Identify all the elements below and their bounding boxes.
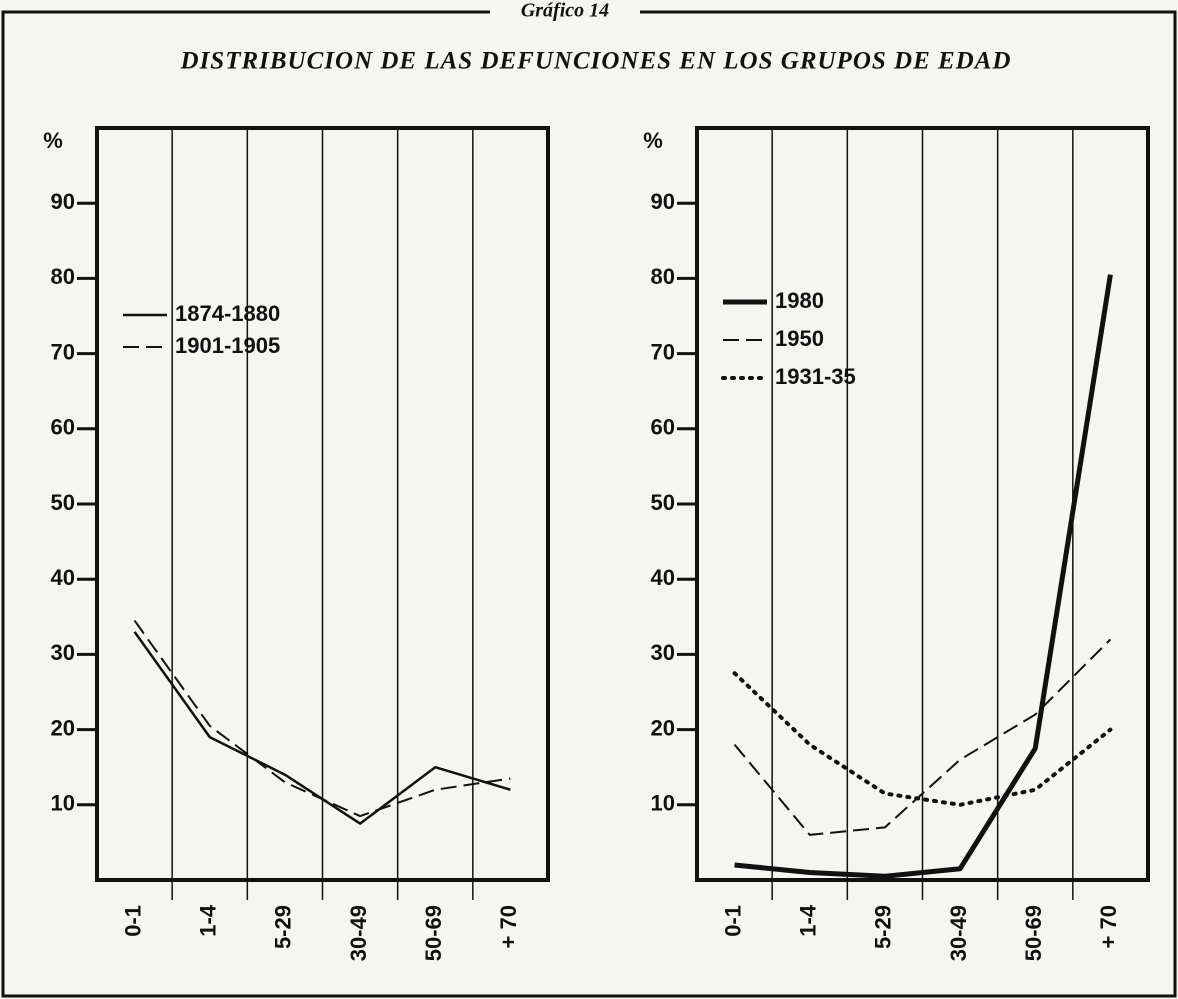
y-tick-label: 80 (51, 264, 75, 289)
y-tick-label: 30 (51, 640, 75, 665)
legend-label: 1901-1905 (175, 333, 280, 358)
x-tick-label: 5-29 (871, 905, 896, 949)
y-tick-label: 90 (51, 189, 75, 214)
y-axis-label: % (643, 128, 663, 153)
y-tick-label: 80 (651, 264, 675, 289)
y-tick-label: 10 (51, 791, 75, 816)
frame (1, 10, 1177, 998)
y-tick-label: 60 (51, 415, 75, 440)
y-tick-label: 20 (651, 715, 675, 740)
y-tick-label: 40 (51, 565, 75, 590)
x-tick-label: 50-69 (421, 905, 446, 961)
figure-header: Gráfico 14 (521, 0, 609, 22)
y-tick-label: 90 (651, 189, 675, 214)
x-tick-label: + 70 (496, 905, 521, 948)
y-axis-label: % (43, 128, 63, 153)
x-tick-label: + 70 (1096, 905, 1121, 948)
legend-label: 1874-1880 (175, 301, 280, 326)
y-tick-label: 30 (651, 640, 675, 665)
series-line (733, 638, 1112, 836)
legend-label: 1950 (775, 326, 824, 351)
x-tick-label: 1-4 (796, 904, 821, 937)
x-tick-label: 0-1 (720, 905, 745, 937)
figure-title: DISTRIBUCION DE LAS DEFUNCIONES EN LOS G… (180, 48, 1012, 75)
y-tick-label: 40 (651, 565, 675, 590)
series-line (734, 274, 1113, 879)
y-tick-label: 70 (651, 339, 675, 364)
x-tick-label: 5-29 (271, 905, 296, 949)
x-tick-label: 30-49 (946, 905, 971, 961)
x-tick-label: 0-1 (120, 905, 145, 937)
y-tick-label: 50 (51, 490, 75, 515)
x-tick-label: 1-4 (196, 904, 221, 937)
y-tick-label: 10 (651, 791, 675, 816)
header-gap (490, 0, 640, 26)
y-tick-label: 50 (651, 490, 675, 515)
x-tick-label: 50-69 (1021, 905, 1046, 961)
y-tick-label: 20 (51, 715, 75, 740)
series-line (732, 671, 1113, 807)
x-tick-label: 30-49 (346, 905, 371, 961)
legend-label: 1980 (775, 288, 824, 313)
y-tick-label: 70 (51, 339, 75, 364)
series-line (133, 619, 511, 818)
y-tick-label: 60 (651, 415, 675, 440)
legend-label: 1931-35 (775, 364, 856, 389)
